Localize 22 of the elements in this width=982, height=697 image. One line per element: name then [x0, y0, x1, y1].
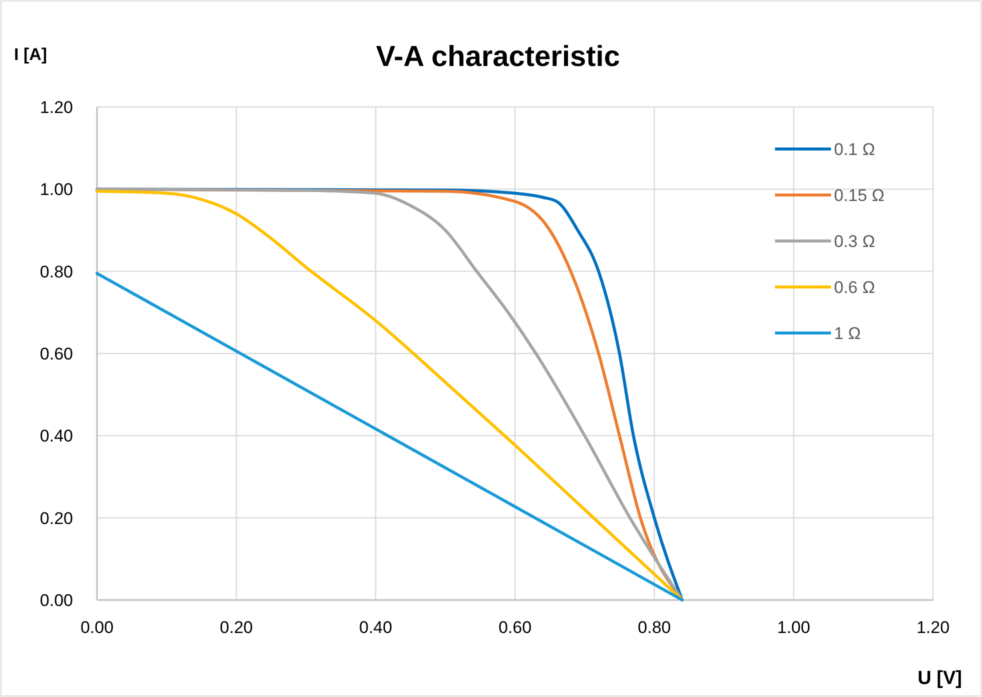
- chart-title: V-A characteristic: [376, 41, 620, 73]
- x-tick-label: 0.60: [498, 618, 532, 637]
- y-axis-title: I [A]: [14, 45, 48, 64]
- legend-label: 0.6 Ω: [834, 278, 876, 297]
- legend-label: 0.15 Ω: [834, 186, 885, 205]
- y-tick-label: 1.00: [40, 180, 73, 200]
- x-tick-label: 0.80: [638, 618, 671, 637]
- legend-label: 0.1 Ω: [834, 140, 876, 159]
- x-axis-title: U [V]: [918, 668, 962, 689]
- x-tick-label: 0.00: [80, 618, 114, 637]
- x-tick-label: 1.00: [777, 618, 810, 637]
- y-tick-label: 0.00: [40, 591, 73, 610]
- legend-label: 1 Ω: [834, 324, 861, 343]
- x-tick-label: 1.20: [916, 618, 950, 637]
- legend-label: 0.3 Ω: [834, 232, 876, 251]
- y-tick-label: 0.40: [40, 426, 73, 446]
- y-tick-label: 0.20: [40, 508, 73, 528]
- y-tick-label: 1.20: [40, 98, 73, 117]
- x-tick-label: 0.40: [359, 618, 392, 637]
- x-tick-label: 0.20: [220, 618, 253, 637]
- y-tick-label: 0.80: [40, 262, 73, 282]
- y-tick-label: 0.60: [40, 344, 73, 364]
